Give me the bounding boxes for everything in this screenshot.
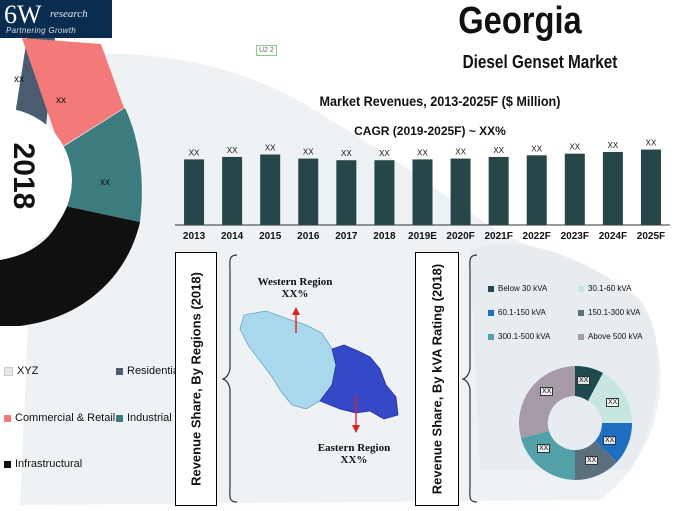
page-subtitle: Diesel Genset Market	[462, 52, 618, 72]
kva-slice-5	[521, 431, 575, 480]
kva-label-2: XX	[606, 398, 620, 407]
legend-residential: Residential	[116, 365, 181, 377]
x-tick-label-2025F: 2025F	[637, 231, 665, 242]
kva-legend-5: 300.1-500 kVA	[488, 332, 550, 341]
bar-2019E	[412, 159, 433, 225]
bar-2023F	[564, 153, 585, 225]
company-logo: 6W research Partnering Growth	[0, 0, 112, 38]
bar-2018	[374, 160, 395, 225]
bar-2014	[222, 156, 243, 225]
x-tick-label-2024F: 2024F	[599, 231, 627, 242]
legend-xyz: XYZ	[4, 365, 38, 377]
bar-2017	[336, 160, 357, 225]
eastern-region-value: XX%	[340, 454, 368, 466]
x-tick-label-2016: 2016	[297, 231, 320, 242]
kva-slice-6	[518, 366, 575, 438]
eastern-arrowhead	[352, 425, 360, 433]
donut-segment-commercial	[22, 38, 124, 148]
x-tick-label-2021F: 2021F	[484, 231, 512, 242]
legend-infrastructural: Infrastructural	[4, 458, 82, 470]
kva-label-1: XX	[577, 376, 591, 385]
x-tick-label-2020F: 2020F	[446, 231, 474, 242]
bar-data-label-2015: XX	[265, 143, 276, 152]
revenue-bar-chart: XX 2013 XX 2014 XX 2015 XX 2016 XX 2017 XX 2018 XX 20…	[175, 139, 670, 242]
donut-label-2: xx	[56, 95, 66, 106]
bar-data-label-2016: XX	[303, 148, 314, 157]
kva-label-3: XX	[603, 436, 617, 445]
x-tick-label-2017: 2017	[335, 231, 358, 242]
western-region-value: XX%	[281, 288, 309, 300]
logo-research-text: research	[50, 8, 88, 20]
georgia-region-map	[239, 307, 399, 433]
bar-2024F	[602, 152, 623, 225]
x-tick-label-2015: 2015	[259, 231, 282, 242]
kva-legend-2: 30.1-60 kVA	[578, 284, 631, 293]
x-tick-label-2019E: 2019E	[408, 231, 437, 242]
page-title: Georgia	[458, 0, 582, 42]
bar-2013	[184, 159, 205, 225]
donut-label-1: xx	[14, 74, 24, 85]
kva-legend-1: Below 30 kVA	[488, 284, 547, 293]
bar-2022F	[526, 155, 547, 225]
x-tick-label-2014: 2014	[221, 231, 244, 242]
logo-tagline: Partnering Growth	[6, 26, 77, 35]
legend-industrial: Industrial	[116, 412, 172, 424]
segment-donut-chart: xx xx xx 2018	[0, 38, 142, 326]
regions-box: Revenue Share, By Regions (2018)	[175, 252, 217, 506]
bar-data-label-2023F: XX	[569, 143, 580, 152]
bar-data-label-2024F: XX	[608, 141, 619, 150]
bar-data-label-2018: XX	[379, 149, 390, 158]
western-region-name: Western Region	[257, 276, 333, 288]
bar-2016	[298, 158, 319, 225]
bar-data-label-2021F: XX	[493, 146, 504, 155]
bar-data-label-2022F: XX	[531, 144, 542, 153]
donut-segment-industrial	[60, 108, 142, 222]
regions-box-label: Revenue Share, By Regions (2018)	[188, 272, 204, 486]
western-arrowhead	[292, 307, 300, 315]
kva-donut-chart	[518, 365, 633, 481]
bar-data-label-2020F: XX	[455, 148, 466, 157]
donut-year-label: 2018	[7, 143, 40, 210]
kva-brace	[462, 254, 478, 503]
kva-box: Revenue Share, By kVA Rating (2018)	[415, 252, 459, 506]
kva-legend-4: 150.1-300 kVA	[578, 308, 640, 317]
bar-2020F	[450, 158, 471, 225]
bar-data-label-2025F: XX	[646, 139, 657, 148]
kva-label-4: XX	[585, 456, 599, 465]
regions-brace	[222, 254, 238, 503]
eastern-region-label: Eastern Region XX%	[298, 442, 410, 466]
kva-label-6: XX	[540, 387, 554, 396]
x-tick-label-2023F: 2023F	[561, 231, 589, 242]
bar-2025F	[640, 149, 661, 225]
kva-label-5: XX	[537, 444, 551, 453]
bar-data-label-2013: XX	[189, 148, 200, 157]
donut-hole	[0, 108, 72, 252]
kva-legend-3: 60.1-150 kVA	[488, 308, 546, 317]
small-tag: U2 2	[256, 45, 277, 56]
chart-title: Market Revenues, 2013-2025F ($ Million)	[319, 93, 561, 109]
eastern-region-shape	[319, 344, 399, 420]
chart-cagr: CAGR (2019-2025F) ~ XX%	[354, 124, 506, 138]
logo-mark: 6W	[4, 0, 42, 29]
bar-2015	[260, 154, 281, 225]
bar-data-label-2017: XX	[341, 149, 352, 158]
kva-box-label: Revenue Share, By kVA Rating (2018)	[429, 263, 445, 495]
legend-commercial: Commercial & Retail	[4, 412, 115, 424]
x-tick-label-2018: 2018	[373, 231, 396, 242]
x-tick-label-2022F: 2022F	[523, 231, 551, 242]
bar-data-label-2019E: XX	[417, 148, 428, 157]
western-region-label: Western Region XX%	[240, 276, 350, 300]
eastern-region-name: Eastern Region	[317, 442, 391, 454]
x-tick-label-2013: 2013	[183, 231, 206, 242]
western-region-shape	[239, 310, 337, 410]
bar-data-label-2014: XX	[227, 146, 238, 155]
donut-segment-infrastructural	[0, 206, 140, 326]
donut-label-3: xx	[100, 177, 110, 188]
bar-2021F	[488, 156, 509, 225]
kva-legend-6: Above 500 kVA	[578, 332, 643, 341]
